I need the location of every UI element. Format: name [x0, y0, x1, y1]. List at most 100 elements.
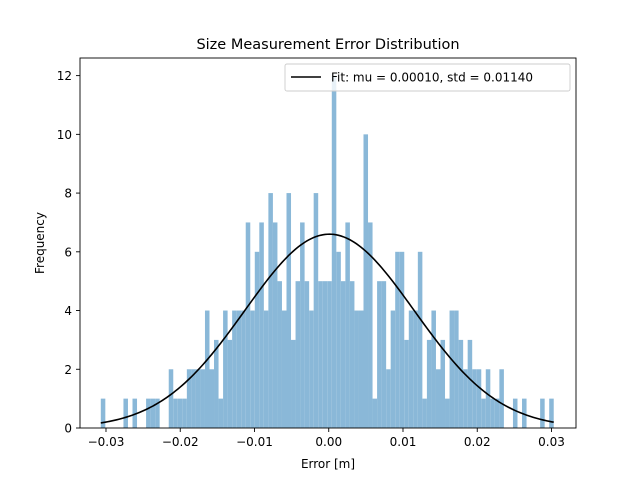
- histogram-bar: [204, 310, 210, 428]
- histogram-bar: [236, 310, 242, 428]
- fit-curve: [100, 233, 554, 424]
- histogram-bar: [331, 75, 337, 429]
- histogram-bar: [395, 251, 400, 428]
- histogram-bar: [363, 134, 369, 428]
- x-axis: −0.03 −0.02 −0.01 0.00 0.01 0.02 0.03: [88, 428, 565, 449]
- histogram-bar: [336, 251, 341, 428]
- y-tick-label: 10: [57, 128, 72, 142]
- histogram-bar: [254, 251, 260, 428]
- histogram-bar: [272, 222, 278, 428]
- histogram-bar: [454, 310, 459, 428]
- x-tick-label: −0.01: [236, 435, 273, 449]
- histogram-bar: [304, 281, 310, 428]
- histogram-bar: [318, 281, 323, 428]
- histogram-bar: [277, 281, 282, 428]
- y-tick-label: 12: [57, 69, 72, 83]
- histogram-bar: [186, 369, 192, 428]
- histogram-bar: [209, 369, 215, 428]
- legend-label: Fit: mu = 0.00010, std = 0.01140: [331, 71, 533, 85]
- histogram-bar: [245, 222, 251, 428]
- histogram-bar: [431, 310, 436, 428]
- histogram-bar: [146, 398, 151, 428]
- histogram-bar: [340, 281, 346, 428]
- histogram-bar: [440, 339, 446, 428]
- histogram-bar: [485, 369, 491, 428]
- histogram-bar: [100, 398, 106, 428]
- histogram-bar: [309, 310, 314, 428]
- histogram-bar: [463, 369, 468, 428]
- histogram-bar: [467, 339, 473, 428]
- histogram-bar: [549, 398, 554, 428]
- histogram-bar: [322, 281, 328, 428]
- histogram-bar: [241, 310, 246, 428]
- histogram-bar: [291, 339, 296, 428]
- histogram-bar: [368, 222, 373, 428]
- legend: Fit: mu = 0.00010, std = 0.01140: [284, 63, 571, 92]
- histogram-bar: [259, 222, 264, 428]
- histogram-bar: [435, 369, 441, 428]
- y-tick-label: 4: [64, 304, 72, 318]
- y-tick-label: 8: [64, 187, 72, 201]
- histogram-bar: [150, 398, 156, 428]
- histogram-bar: [295, 281, 301, 428]
- histogram-bar: [540, 398, 545, 428]
- histogram-bars: [100, 75, 554, 429]
- histogram-bar: [413, 310, 418, 428]
- histogram-bar: [512, 398, 518, 428]
- histogram-bar: [177, 398, 183, 428]
- histogram-bar: [417, 251, 423, 428]
- histogram-bar: [200, 369, 205, 428]
- histogram-bar: [281, 310, 287, 428]
- x-tick-label: −0.02: [162, 435, 199, 449]
- histogram-bar: [422, 398, 427, 428]
- histogram-bar: [250, 310, 255, 428]
- histogram-bar: [286, 193, 292, 428]
- histogram-bar: [381, 281, 387, 428]
- histogram-bar: [358, 310, 364, 428]
- histogram-bar: [214, 339, 219, 428]
- histogram-bar: [327, 281, 332, 428]
- histogram-bar: [372, 398, 378, 428]
- y-axis-title: Frequency: [33, 212, 47, 274]
- histogram-bar: [218, 398, 224, 428]
- histogram-bar: [390, 310, 396, 428]
- x-tick-label: 0.03: [538, 435, 565, 449]
- plot-frame: [79, 57, 577, 429]
- chart-title: Size Measurement Error Distribution: [196, 37, 459, 53]
- histogram-bar: [377, 281, 382, 428]
- histogram-bar: [313, 193, 319, 428]
- histogram-bar: [300, 222, 305, 428]
- histogram-bar: [173, 398, 178, 428]
- histogram-bar: [191, 369, 196, 428]
- histogram-bar: [268, 193, 273, 428]
- histogram-bar: [223, 310, 228, 428]
- y-tick-label: 6: [64, 245, 72, 259]
- x-axis-title: Error [m]: [301, 457, 355, 471]
- histogram-bar: [354, 310, 359, 428]
- histogram-bar: [182, 398, 187, 428]
- histogram-bar: [195, 369, 201, 428]
- histogram-bar: [155, 398, 160, 428]
- histogram-bar: [490, 398, 495, 428]
- histogram-bar: [499, 369, 504, 428]
- histogram-bar: [227, 339, 233, 428]
- histogram-bar: [426, 339, 432, 428]
- histogram-bar: [472, 369, 477, 428]
- legend-box: [284, 63, 571, 92]
- y-tick-label: 0: [64, 422, 72, 436]
- histogram-bar: [386, 369, 391, 428]
- y-axis: 0 2 4 6 8 10 12: [57, 69, 80, 436]
- histogram-bar: [345, 222, 350, 428]
- histogram-bar: [449, 310, 455, 428]
- histogram-bar: [399, 251, 405, 428]
- x-tick-label: 0.01: [390, 435, 417, 449]
- histogram-bar: [522, 398, 527, 428]
- histogram-bar: [476, 369, 482, 428]
- histogram-bar: [494, 398, 500, 428]
- histogram-bar: [408, 310, 414, 428]
- histogram-bar: [232, 310, 237, 428]
- x-tick-label: −0.03: [88, 435, 125, 449]
- y-tick-label: 2: [64, 363, 72, 377]
- histogram-bar: [349, 281, 355, 428]
